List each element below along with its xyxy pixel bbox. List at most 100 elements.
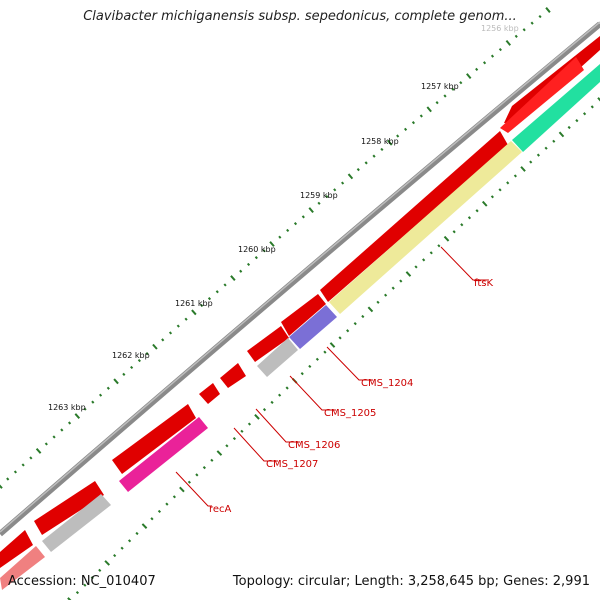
gene-recA[interactable] — [119, 417, 208, 492]
minor-tick — [353, 322, 357, 326]
gene-CMS_1204[interactable] — [289, 305, 337, 349]
minor-tick — [308, 364, 312, 369]
minor-tick — [6, 477, 10, 481]
minor-tick — [333, 188, 337, 192]
minor-tick — [391, 286, 395, 290]
minor-tick — [317, 201, 321, 205]
major-tick — [141, 523, 148, 529]
major-tick — [191, 309, 197, 316]
grey-gene[interactable] — [42, 494, 111, 552]
gene-label-ftsK[interactable]: ftsK — [474, 278, 493, 289]
minor-tick — [514, 34, 518, 38]
gene-CMS_1205[interactable] — [257, 338, 298, 377]
minor-tick — [29, 456, 33, 460]
minor-tick — [490, 195, 494, 199]
major-tick — [152, 343, 158, 350]
minor-tick — [67, 421, 72, 425]
minor-tick — [210, 458, 214, 462]
minor-tick — [293, 222, 298, 226]
tick-label-1263: 1263 kbp — [48, 403, 86, 412]
tick-label-1259: 1259 kbp — [300, 191, 338, 200]
major-tick — [405, 271, 412, 277]
map-title: Clavibacter michiganensis subsp. sepedon… — [83, 9, 517, 24]
minor-tick — [475, 209, 479, 213]
minor-tick — [567, 125, 571, 130]
gene-label-lines — [175, 246, 487, 507]
gene-ftsK[interactable] — [329, 141, 522, 314]
minor-tick — [168, 331, 173, 335]
minor-tick — [60, 428, 64, 432]
minor-tick — [44, 442, 48, 446]
teal-gene[interactable] — [512, 64, 600, 152]
minor-tick — [364, 161, 368, 165]
backbone-highlight — [0, 21, 600, 533]
cds-feature[interactable] — [112, 404, 196, 474]
cds-feature[interactable] — [199, 383, 220, 404]
gene-label-recA[interactable]: recA — [209, 504, 232, 515]
callout-line-CMS_1206 — [255, 408, 300, 443]
minor-tick — [300, 372, 304, 376]
minor-tick — [83, 407, 87, 411]
minor-tick — [459, 81, 463, 85]
cds-feature[interactable] — [500, 57, 584, 133]
minor-tick — [422, 258, 426, 262]
cds-forward-track — [0, 36, 600, 568]
minor-tick — [372, 154, 376, 158]
scale-labels: 1256 kbp 1257 kbp 1258 kbp 1259 kbp 1260… — [48, 24, 519, 412]
minor-tick — [127, 539, 132, 543]
gene-label-CMS_1207[interactable]: CMS_1207 — [266, 459, 318, 470]
minor-tick — [98, 393, 103, 397]
pink-gene[interactable] — [0, 546, 45, 590]
major-tick — [113, 378, 119, 385]
minor-tick — [184, 317, 188, 321]
tick-label-1261: 1261 kbp — [175, 299, 213, 308]
major-tick — [426, 106, 432, 113]
cds-feature[interactable] — [320, 131, 508, 302]
minor-tick — [530, 21, 534, 25]
minor-tick — [315, 357, 319, 361]
minor-tick — [240, 429, 244, 433]
gene-label-CMS_1205[interactable]: CMS_1205 — [324, 408, 376, 419]
minor-tick — [522, 28, 526, 32]
minor-tick — [172, 495, 176, 499]
callout-line-ftsK — [440, 246, 487, 281]
topology-label: Topology: circular; Length: 3,258,645 bp… — [232, 574, 590, 589]
cds-reverse-track — [0, 64, 600, 590]
cds-feature[interactable] — [0, 530, 33, 568]
gene-label-CMS_1204[interactable]: CMS_1204 — [361, 378, 413, 389]
minor-tick — [325, 194, 329, 199]
minor-tick — [338, 336, 342, 340]
major-tick — [104, 560, 111, 566]
minor-tick — [590, 105, 594, 109]
minor-tick — [130, 365, 134, 370]
minor-tick — [380, 147, 384, 152]
minor-tick — [122, 372, 126, 376]
minor-tick — [341, 181, 345, 185]
callout-line-CMS_1207 — [233, 427, 278, 462]
backbone-line — [0, 21, 600, 537]
minor-tick — [262, 408, 267, 412]
minor-tick — [346, 329, 350, 333]
minor-tick — [195, 473, 199, 477]
minor-tick — [225, 444, 229, 448]
minor-tick — [52, 435, 56, 439]
minor-tick — [452, 230, 456, 234]
cds-feature[interactable] — [220, 363, 246, 388]
major-tick — [74, 413, 81, 419]
minor-tick — [437, 244, 441, 248]
gene-label-CMS_1206[interactable]: CMS_1206 — [288, 440, 340, 451]
cds-feature[interactable] — [281, 294, 326, 336]
minor-tick — [435, 101, 439, 105]
cds-feature[interactable] — [247, 326, 289, 362]
cds-feature[interactable] — [34, 481, 104, 535]
minor-tick — [83, 583, 87, 587]
tick-label-1256: 1256 kbp — [481, 24, 519, 33]
minor-tick — [403, 127, 408, 131]
minor-tick — [376, 300, 380, 304]
minor-tick — [106, 386, 110, 390]
minor-tick — [538, 14, 542, 19]
minor-tick — [200, 303, 204, 308]
minor-tick — [137, 358, 141, 363]
tick-label-1260: 1260 kbp — [238, 245, 276, 254]
major-tick — [367, 306, 374, 313]
